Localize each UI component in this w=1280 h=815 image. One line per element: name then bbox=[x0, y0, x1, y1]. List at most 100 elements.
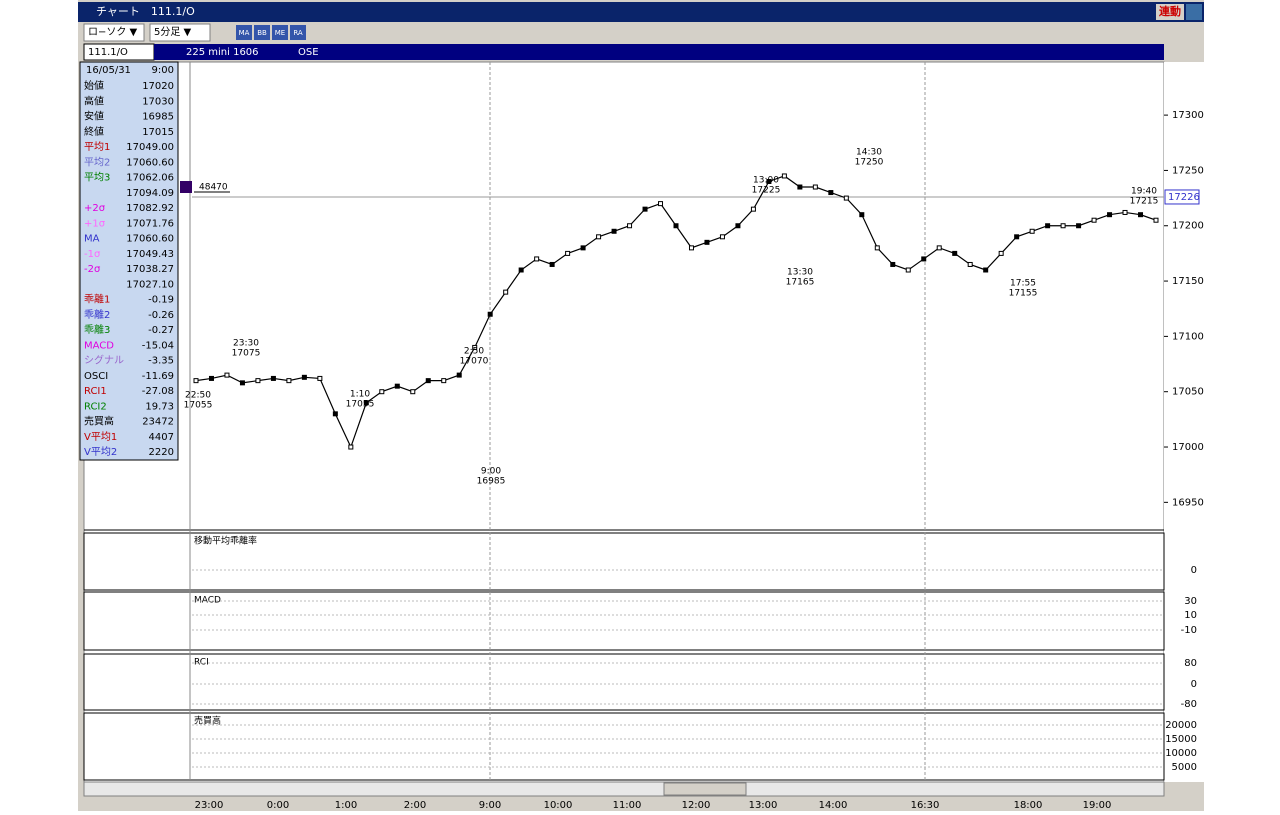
info-label: 乖離1 bbox=[84, 293, 110, 306]
candle bbox=[952, 250, 958, 256]
kind-select[interactable] bbox=[83, 23, 145, 42]
interval-select[interactable] bbox=[149, 23, 211, 42]
info-label: 乖離3 bbox=[84, 323, 110, 336]
scroll-thumb[interactable] bbox=[663, 782, 747, 796]
link-button[interactable] bbox=[1156, 4, 1184, 20]
x-tick-label: 14:00 bbox=[819, 800, 848, 811]
info-label: 始値 bbox=[84, 79, 104, 92]
kind-label: ロ−ソク ▼ bbox=[88, 26, 138, 38]
candle bbox=[565, 250, 571, 256]
candle bbox=[472, 344, 478, 350]
info-label: 平均3 bbox=[84, 172, 110, 184]
info-value: -0.26 bbox=[148, 310, 174, 321]
info-value: 16985 bbox=[142, 112, 174, 123]
annotation-price: 17215 bbox=[1130, 197, 1159, 207]
candle bbox=[379, 389, 385, 395]
x-tick-label: 1:00 bbox=[335, 800, 357, 811]
info-label: 乖離2 bbox=[84, 308, 110, 321]
info-label: 平均1 bbox=[84, 141, 110, 153]
candle bbox=[1014, 234, 1020, 240]
candle bbox=[394, 383, 400, 389]
candle bbox=[688, 245, 694, 251]
y-tick-label: 17300 bbox=[1172, 110, 1204, 121]
candle bbox=[549, 261, 555, 267]
info-label: MA bbox=[84, 234, 100, 245]
candle bbox=[425, 378, 431, 384]
candle bbox=[967, 261, 973, 267]
candle bbox=[1122, 209, 1128, 215]
candle bbox=[905, 267, 911, 273]
x-tick-label: 23:00 bbox=[195, 800, 224, 811]
panel-tick-label: -80 bbox=[1181, 699, 1197, 710]
candle bbox=[441, 378, 447, 384]
panel-frame bbox=[83, 532, 1165, 591]
window-title: チャート 111.1/O bbox=[96, 5, 195, 18]
info-value: 17071.76 bbox=[126, 218, 174, 229]
candle bbox=[843, 195, 849, 201]
annotation-price: 17070 bbox=[460, 357, 489, 367]
header-band bbox=[154, 44, 1164, 60]
panel-tick-label: 0 bbox=[1191, 565, 1197, 576]
annotation-time: 13:30 bbox=[787, 268, 813, 278]
info-time: 9:00 bbox=[152, 65, 174, 76]
candle bbox=[874, 245, 880, 251]
annotation-time: 23:30 bbox=[233, 339, 259, 349]
candle bbox=[193, 378, 199, 384]
toolbar-icon-label: BB bbox=[257, 29, 267, 37]
candle bbox=[301, 374, 307, 380]
toolbar-icon bbox=[272, 25, 288, 40]
scrollbar[interactable] bbox=[83, 781, 1165, 797]
candle bbox=[658, 201, 664, 207]
y-tick-label: 17000 bbox=[1172, 442, 1204, 453]
close-button[interactable] bbox=[1186, 4, 1202, 20]
annotation-price: 17055 bbox=[184, 401, 213, 411]
candle bbox=[1029, 228, 1035, 234]
panel-tick-label: 30 bbox=[1184, 596, 1197, 607]
x-tick-label: 18:00 bbox=[1014, 800, 1043, 811]
candle bbox=[936, 245, 942, 251]
candle bbox=[611, 228, 617, 234]
title-bar bbox=[78, 2, 1204, 22]
panel-title: 売買高 bbox=[194, 715, 221, 727]
panel-tick-label: -10 bbox=[1181, 625, 1197, 636]
candle bbox=[518, 267, 524, 273]
info-label: MACD bbox=[84, 340, 114, 351]
info-label: 売買高 bbox=[84, 415, 114, 428]
panel-tick-label: 10 bbox=[1184, 610, 1197, 621]
candle bbox=[1153, 217, 1159, 223]
candle bbox=[828, 190, 834, 196]
info-label: RCI2 bbox=[84, 401, 107, 412]
annotation-price: 17225 bbox=[752, 186, 781, 196]
panel-frame bbox=[83, 591, 1165, 651]
candle bbox=[596, 234, 602, 240]
panel-tick-label: 5000 bbox=[1172, 762, 1197, 773]
candle bbox=[348, 444, 354, 450]
info-label: RCI1 bbox=[84, 386, 107, 397]
annotation-time: 22:50 bbox=[185, 391, 211, 401]
candle bbox=[998, 250, 1004, 256]
info-label: OSCI bbox=[84, 371, 108, 382]
x-tick-label: 0:00 bbox=[267, 800, 289, 811]
candle bbox=[719, 234, 725, 240]
y-tick-label: 17250 bbox=[1172, 165, 1204, 176]
toolbar-icon bbox=[290, 25, 306, 40]
info-value: 4407 bbox=[149, 432, 174, 443]
candle bbox=[410, 389, 416, 395]
price-tag bbox=[1164, 189, 1200, 205]
annotation-price: 17165 bbox=[786, 278, 815, 288]
info-value: 17030 bbox=[142, 96, 174, 107]
candle bbox=[270, 375, 276, 381]
symbol: 111.1/O bbox=[88, 47, 128, 58]
candle bbox=[890, 261, 896, 267]
panel-title: MACD bbox=[194, 596, 221, 606]
annotation-price: 17250 bbox=[855, 158, 884, 168]
candle bbox=[1138, 212, 1144, 218]
annotation-time: 14:30 bbox=[856, 148, 882, 158]
candle bbox=[1107, 212, 1113, 218]
info-value: -3.35 bbox=[148, 356, 174, 367]
candle bbox=[642, 206, 648, 212]
info-value: 17049.43 bbox=[126, 249, 174, 260]
candle bbox=[1060, 223, 1066, 229]
info-value: 23472 bbox=[142, 417, 174, 428]
